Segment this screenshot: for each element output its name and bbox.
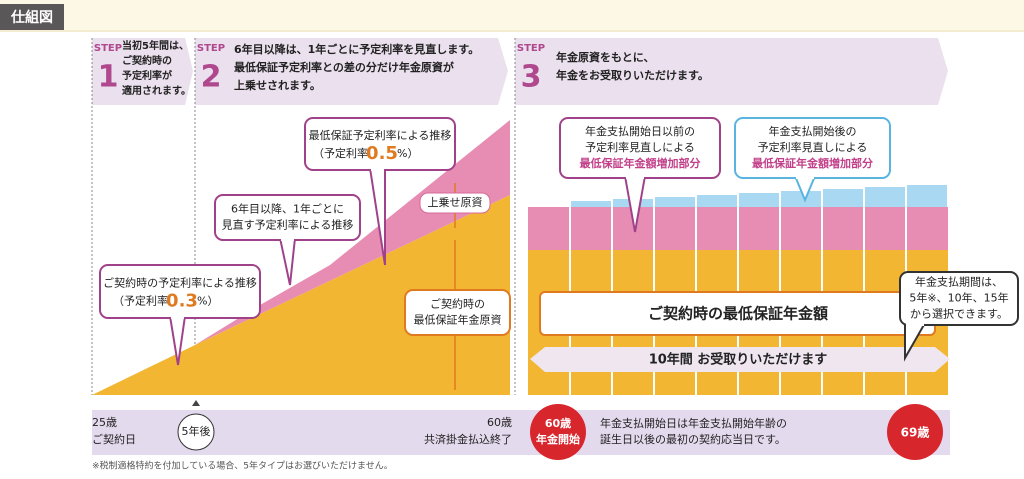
footnote: ※税制適格特約を付加している場合、5年タイプはお選びいただけません。 [92,460,393,472]
increase-column [739,193,779,207]
increase-column [697,195,737,207]
callout-cover [371,167,384,171]
step-text: 予定利率が [122,69,173,82]
step-number: 1 [98,60,119,95]
rate-value: 0.3 [166,291,198,312]
callout-text: 最低保証年金額増加部分 [752,156,873,170]
callout-text: 5年※、10年、15年 [909,291,1008,305]
start-label: ご契約日 [92,432,136,446]
pension-start-marker [530,404,586,460]
callout-box [899,271,1019,326]
rate-suffix: %） [397,147,418,160]
increase-column [865,187,905,207]
callout-text: 年金支払期間は、 [915,275,1003,289]
base-area [92,195,510,395]
step-text: 年金原資をもとに、 [556,50,654,64]
rate-value: 0.5 [366,143,398,164]
header-bar [0,0,1024,30]
callout-text: 年金支払開始後の [769,124,857,138]
timeline-note: 誕生日以後の最初の契約応当日です。 [600,432,786,446]
timeline-note: 年金支払開始日は年金支払開始年齢の [600,416,787,430]
callout-text: から選択できます。 [910,307,1008,321]
callout-text: 最低保証年金原資 [414,313,502,327]
increase-column [907,185,947,207]
step-text: 年金をお受取りいただけます。 [556,68,709,82]
increase-column [823,189,863,207]
callout-text: 年金支払開始日以前の [585,124,695,138]
start-age: 25歳 [92,416,117,429]
callout-text: 最低保証年金額増加部分 [580,156,701,170]
step-text: 適用されます。 [122,84,191,97]
header-tab [0,4,64,30]
pension-age: 60歳 [545,416,571,430]
timeline-bar [92,410,950,455]
callout-text: ご契約時の [430,297,485,311]
header-title: 仕組図 [10,9,53,26]
callout-box [404,289,511,336]
step-number: 3 [521,60,542,95]
step-text: 当初5年間は、 [122,39,189,52]
callout-text: 6年目以降、1年ごとに [231,202,344,216]
callout-text: 最低保証予定利率による推移 [309,128,452,142]
callout-cover [281,237,294,241]
pension-label: 年金開始 [536,432,580,446]
final-age: 69歳 [901,425,930,440]
end-age: 60歳 [487,416,512,429]
band-label: ご契約時の最低保証年金額 [648,305,828,323]
rate-suffix: %） [197,295,218,308]
callout-tail [278,237,297,286]
step-banner [195,38,508,105]
step-text: ご契約時の [122,54,172,67]
step-number: 2 [201,60,222,95]
increase-column [571,201,611,207]
callout-cover [171,315,184,319]
band-label: 10年間 お受取りいただけます [649,352,828,368]
callout-text: 上乗せ原資 [428,196,483,209]
step-label: STEP [197,43,225,54]
callout-text: 予定利率見直しによる [585,140,695,154]
step-text: 6年目以降は、1年ごとに予定利率を見直します。 [234,42,479,56]
rate-prefix: （予定利率 [113,294,168,308]
step-text: 上乗せされます。 [234,78,321,92]
callout-text: ご契約時の予定利率による推移 [103,276,257,290]
callout-cover [626,175,644,179]
five-year-marker [177,413,215,451]
callout-cover [796,175,814,179]
increase-column [655,197,695,207]
step-label: STEP [94,43,122,54]
rate-prefix: （予定利率 [313,146,368,160]
step-banner [515,38,948,105]
callout-text: 予定利率見直しによる [758,140,868,154]
step-text: 最低保証予定利率との差の分だけ年金原資が [234,60,454,74]
increase-column [781,191,821,207]
callout-box [419,192,491,214]
step-banner [92,38,193,105]
callout-cover [906,322,924,326]
final-age-marker [887,404,943,460]
callout-text: 見直す予定利率による推移 [222,218,354,232]
end-label: 共済掛金払込終了 [424,432,512,446]
five-years: 5年後 [182,424,211,438]
step-label: STEP [517,43,545,54]
period-arrow [530,347,950,372]
